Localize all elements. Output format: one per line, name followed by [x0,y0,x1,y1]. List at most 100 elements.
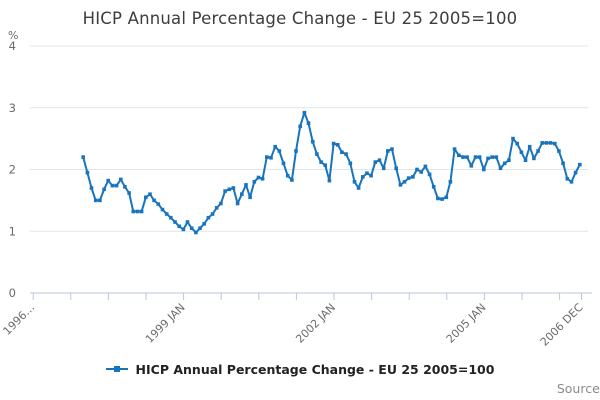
data-point-marker [273,144,277,149]
data-point-marker [160,207,165,212]
data-point-marker [348,161,353,166]
data-point-marker [511,136,515,141]
data-point-marker [340,150,344,154]
data-point-marker [373,160,378,164]
data-point-marker [457,153,461,158]
data-point-marker [386,149,390,153]
data-point-marker [356,186,361,190]
data-point-marker [81,155,85,159]
data-point-marker [148,192,152,196]
data-point-marker [390,147,394,151]
data-point-marker [152,198,156,203]
data-point-marker [106,178,110,183]
data-point-marker [139,209,144,214]
data-point-marker [202,222,206,226]
data-point-marker [85,170,90,175]
data-point-marker [440,197,444,201]
data-point-marker [398,183,403,187]
data-series-line [82,111,581,234]
data-point-marker [532,156,536,161]
data-point-marker [319,160,323,164]
legend-series-marker-icon[interactable] [105,364,128,374]
data-point-marker [361,175,365,179]
data-point-marker [189,226,194,230]
data-point-marker [173,220,177,224]
data-point-marker [473,155,478,159]
x-tick-label: 1996… [1,301,38,338]
data-point-marker [298,124,302,129]
data-point-marker [114,183,119,188]
data-point-marker [336,143,340,147]
data-point-marker [411,175,415,179]
data-point-marker [210,212,215,216]
data-point-marker [415,167,419,172]
data-point-marker [444,195,449,200]
data-point-marker [365,171,369,175]
data-point-marker [89,186,94,190]
data-point-marker [306,121,311,125]
data-point-marker [461,155,465,159]
data-point-marker [494,155,499,159]
data-point-marker [219,201,223,206]
data-point-marker [277,149,282,153]
data-point-marker [381,166,386,171]
data-point-marker [369,173,373,178]
data-point-marker [198,226,202,230]
y-tick-label: 1 [9,224,16,238]
data-point-marker [156,202,161,206]
data-point-marker [465,155,469,159]
data-point-marker [290,178,294,182]
x-tick-label: 1999 JAN [143,301,188,346]
data-point-marker [302,110,307,115]
data-point-marker [123,185,127,189]
data-point-marker [131,209,136,214]
legend-series-label[interactable]: HICP Annual Percentage Change - EU 25 20… [135,361,495,377]
data-point-marker [310,139,315,144]
data-point-marker [452,147,457,151]
data-point-marker [448,180,453,184]
data-point-marker [569,180,574,184]
data-point-marker [523,158,528,162]
data-point-marker [285,173,290,178]
y-tick-label: 0 [9,286,16,300]
data-point-marker [573,170,578,175]
data-point-marker [98,198,102,203]
legend: HICP Annual Percentage Change - EU 25 20… [0,358,600,380]
data-point-marker [431,185,436,189]
data-point-marker [502,161,507,166]
data-point-marker [315,152,319,156]
data-point-marker [119,177,123,182]
x-tick-label: 2002 JAN [293,301,338,346]
x-tick-label: 2005 JAN [444,301,489,346]
data-point-marker [93,198,98,203]
data-point-marker [177,224,181,229]
data-point-marker [102,187,106,192]
data-point-marker [327,178,332,183]
y-tick-label: 3 [9,101,16,115]
data-point-marker [144,195,148,200]
data-point-marker [194,230,198,235]
y-tick-label: 4 [9,39,16,53]
data-point-marker [490,155,494,159]
data-point-marker [223,189,227,193]
data-point-marker [486,156,490,161]
data-point-marker [135,209,140,214]
data-point-marker [553,141,557,146]
chart-title: HICP Annual Percentage Change - EU 25 20… [82,9,518,28]
data-point-marker [561,161,565,166]
data-point-marker [235,201,240,206]
source-label: Source: [556,381,600,396]
data-point-marker [498,166,503,171]
data-point-marker [169,215,173,220]
data-point-marker [436,196,440,201]
data-point-marker [482,167,486,172]
data-point-marker [127,191,131,195]
data-point-marker [536,149,540,153]
data-point-marker [427,172,432,177]
data-point-marker [206,215,211,220]
data-point-marker [181,227,186,232]
data-point-marker [331,141,336,146]
data-point-marker [294,149,298,153]
data-point-marker [419,170,423,174]
